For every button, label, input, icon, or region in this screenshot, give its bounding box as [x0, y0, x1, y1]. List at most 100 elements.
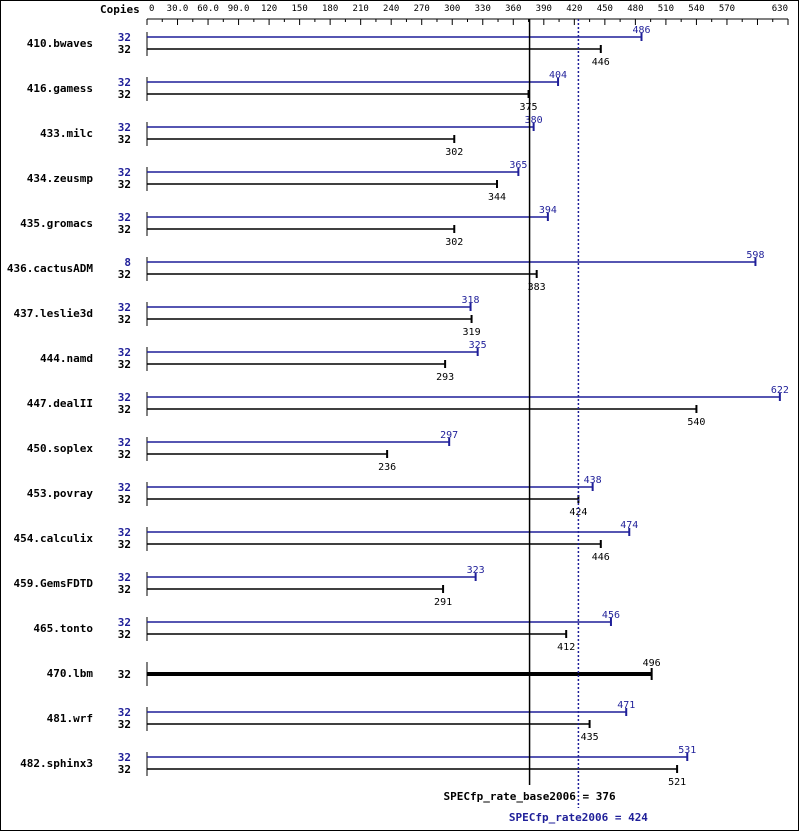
peak-copies: 32 [118, 481, 131, 494]
base-value-label: 435 [581, 732, 599, 743]
x-tick-label: 300 [444, 4, 460, 14]
peak-copies: 32 [118, 751, 131, 764]
benchmark-label: 435.gromacs [20, 217, 93, 230]
peak-value-label: 297 [440, 430, 458, 441]
peak-value-label: 323 [467, 565, 485, 576]
benchmark-row: 453.povray3243832424 [27, 475, 602, 518]
benchmark-row: 459.GemsFDTD 32 323 32 291 [14, 565, 485, 608]
benchmark-label: 482.sphinx3 [20, 757, 93, 770]
benchmark-row: 435.gromacs 32 394 32 302 [20, 205, 557, 248]
base-value-label: 521 [668, 777, 686, 788]
benchmark-label: 465.tonto [33, 622, 93, 635]
base-copies: 32 [118, 718, 131, 731]
benchmark-row: 434.zeusmp 32 365 32 344 [27, 160, 528, 203]
benchmark-row: 481.wrf 32 471 32 435 [47, 700, 636, 743]
x-tick-label: 180 [322, 4, 338, 14]
benchmark-label: 453.povray [27, 487, 94, 500]
peak-copies: 32 [118, 436, 131, 449]
benchmark-row: 416.gamess 32 404 32 375 [27, 70, 567, 113]
benchmark-label: 450.soplex [27, 442, 94, 455]
x-tick-label: 90.0 [228, 4, 250, 14]
benchmark-row: 437.leslie3d 32 318 32 319 [14, 295, 481, 338]
benchmark-label: 470.lbm [47, 667, 94, 680]
benchmark-row: 454.calculix 32 474 32 446 [14, 520, 639, 563]
base-copies: 32 [118, 358, 131, 371]
base-copies: 32 [118, 178, 131, 191]
copies-column-header: Copies [100, 3, 140, 16]
peak-value-label: 380 [525, 115, 543, 126]
base-value-label: 446 [592, 57, 610, 68]
x-tick-label: 390 [536, 4, 552, 14]
base-copies: 32 [118, 668, 131, 681]
benchmark-row: 436.cactusADM 8 598 32 383 [7, 250, 765, 293]
x-tick-label: 240 [383, 4, 399, 14]
base-copies: 32 [118, 133, 131, 146]
benchmark-label: 459.GemsFDTD [14, 577, 94, 590]
peak-value-label: 474 [620, 520, 638, 531]
base-value-label: 496 [643, 658, 661, 669]
benchmark-label: 454.calculix [14, 532, 94, 545]
benchmark-label: 433.milc [40, 127, 93, 140]
base-value-label: 383 [528, 282, 546, 293]
base-copies: 32 [118, 313, 131, 326]
peak-copies: 32 [118, 391, 131, 404]
peak-value-label: 598 [746, 250, 764, 261]
benchmark-row: 482.sphinx3 32 531 32 521 [20, 745, 696, 788]
peak-copies: 32 [118, 211, 131, 224]
x-tick-label: 630 [772, 4, 788, 14]
base-copies: 32 [118, 538, 131, 551]
benchmark-row: 450.soplex 32 297 32 236 [27, 430, 458, 473]
x-tick-label: 0 [149, 4, 154, 14]
x-tick-label: 450 [597, 4, 613, 14]
peak-value-label: 404 [549, 70, 567, 81]
base-copies: 32 [118, 88, 131, 101]
x-tick-label: 30.0 [167, 4, 189, 14]
base-value-label: 291 [434, 597, 452, 608]
benchmark-label: 447.dealII [27, 397, 93, 410]
peak-value-label: 365 [509, 160, 527, 171]
x-tick-label: 330 [475, 4, 491, 14]
peak-copies: 32 [118, 706, 131, 719]
x-axis-ticks: 0 30.0 60.0 90.0 120 150 180 210 240 270 300 330 360… [146, 4, 789, 25]
x-tick-label: 420 [566, 4, 582, 14]
peak-copies: 32 [118, 76, 131, 89]
peak-reference-label: SPECfp_rate2006 = 424 [509, 811, 648, 824]
peak-value-label: 318 [462, 295, 480, 306]
benchmark-label: 416.gamess [27, 82, 93, 95]
peak-copies: 32 [118, 571, 131, 584]
benchmark-label: 436.cactusADM [7, 262, 93, 275]
benchmark-row: 447.dealII 32 622 32 540 [27, 385, 789, 428]
x-tick-label: 150 [291, 4, 307, 14]
x-tick-label: 540 [688, 4, 704, 14]
benchmark-row: 444.namd 32 325 32 293 [40, 340, 487, 383]
base-value-label: 293 [436, 372, 454, 383]
benchmark-row: 433.milc 32 380 32 302 [40, 115, 543, 158]
peak-value-label: 531 [678, 745, 696, 756]
benchmark-label: 434.zeusmp [27, 172, 94, 185]
peak-copies: 32 [118, 616, 131, 629]
peak-value-label: 394 [539, 205, 557, 216]
benchmark-label: 481.wrf [47, 712, 93, 725]
benchmark-label: 444.namd [40, 352, 93, 365]
x-tick-label: 480 [627, 4, 643, 14]
peak-copies: 32 [118, 526, 131, 539]
peak-value-label: 438 [584, 475, 602, 486]
benchmark-row: 465.tonto 32 456 32 412 [33, 610, 620, 653]
x-tick-label: 60.0 [197, 4, 219, 14]
peak-copies: 32 [118, 31, 131, 44]
x-tick-label: 270 [414, 4, 430, 14]
base-copies: 32 [118, 493, 131, 506]
base-value-label: 236 [378, 462, 396, 473]
x-tick-label: 570 [719, 4, 735, 14]
benchmark-row: 470.lbm 32 496 [47, 658, 661, 686]
x-tick-label: 360 [505, 4, 521, 14]
base-copies: 32 [118, 403, 131, 416]
peak-value-label: 486 [632, 25, 650, 36]
base-copies: 32 [118, 448, 131, 461]
base-value-label: 319 [463, 327, 481, 338]
benchmark-label: 437.leslie3d [14, 307, 93, 320]
base-value-label: 344 [488, 192, 506, 203]
base-value-label: 446 [592, 552, 610, 563]
base-reference-label: SPECfp_rate_base2006 = 376 [443, 790, 616, 803]
